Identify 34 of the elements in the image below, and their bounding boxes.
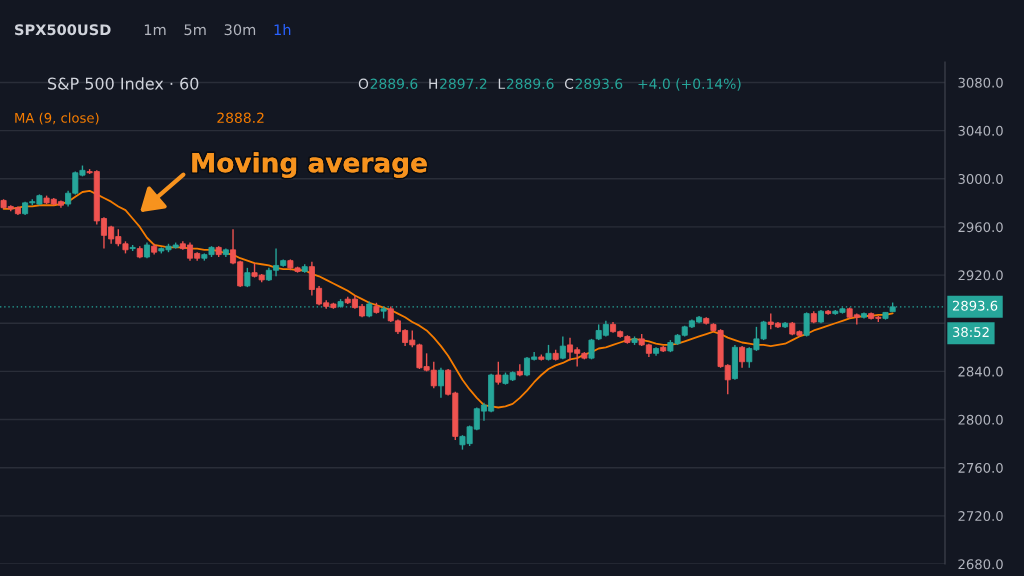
text: 38:52: [952, 327, 989, 338]
annotation: Moving average: [192, 152, 427, 178]
text: 30m: [224, 24, 256, 36]
y-tick-label: 3000.0: [958, 173, 1003, 184]
text: 5m: [184, 24, 206, 36]
candlestick: [437, 367, 444, 399]
text: 1h: [274, 23, 291, 36]
candlestick: [803, 311, 810, 338]
y-tick-label: 2800.0: [958, 414, 1003, 425]
annotation: 2889.6: [370, 78, 418, 90]
y-tick-label: 2920.0: [958, 270, 1003, 281]
annotation: 2889.6: [506, 78, 554, 90]
annotation: O: [358, 78, 369, 90]
y-tick-label: 3040.0: [958, 125, 1003, 136]
text: S&P 500 Index · 60: [48, 77, 199, 90]
annotation: L: [498, 78, 506, 89]
y-tick-label: 2720.0: [958, 511, 1003, 522]
text: MA (9, close): [15, 112, 99, 125]
y-tick-label: 2760.0: [958, 462, 1003, 473]
y-tick-label: 2960.0: [958, 222, 1003, 233]
annotation: +4.0 (+0.14%): [638, 78, 741, 91]
annotation: H: [429, 78, 438, 89]
annotation: 2897.2: [440, 78, 487, 90]
candlestick: [495, 361, 502, 386]
y-tick-label: 3080.0: [958, 77, 1003, 88]
annotation: C: [564, 78, 574, 90]
annotation: 2888.2: [217, 112, 264, 124]
ref-line-label: 2893.6: [952, 300, 998, 311]
y-tick-label: 2840.0: [958, 366, 1003, 377]
text: 1m: [144, 24, 166, 36]
y-tick-label: 2680.0: [958, 559, 1003, 570]
text: SPX500USD: [15, 24, 111, 36]
annotation: 2893.6: [575, 78, 623, 90]
candlestick: [739, 345, 746, 369]
